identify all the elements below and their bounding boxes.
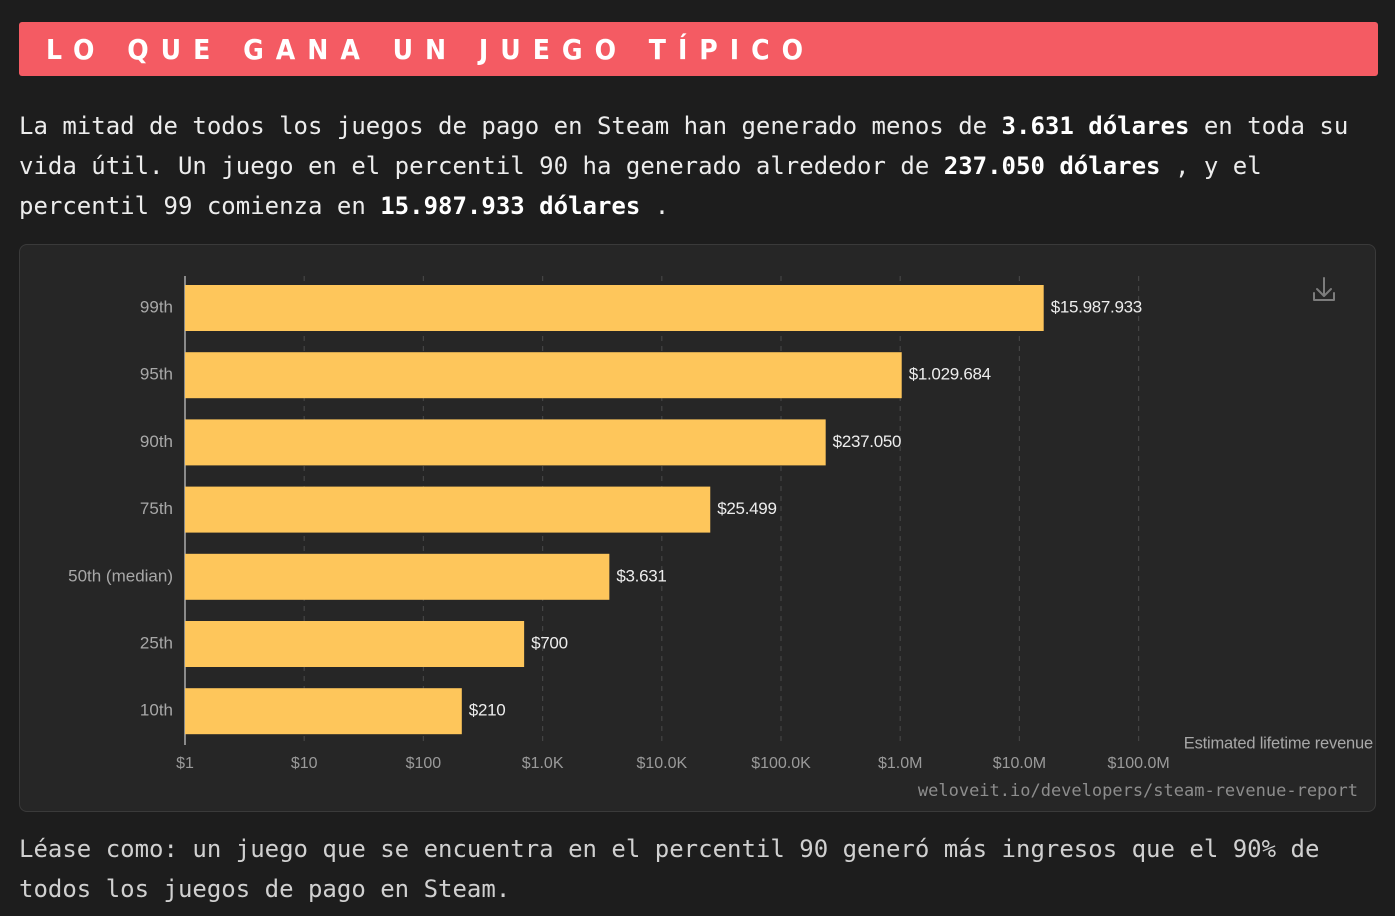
intro-text-4: . bbox=[640, 192, 670, 220]
download-button-hitarea[interactable] bbox=[1310, 274, 1338, 304]
download-icon[interactable] bbox=[1310, 274, 1338, 304]
intro-text-3: , y el percentil 99 comienza en bbox=[19, 152, 1262, 220]
median-revenue-highlight: 3.631 dólares bbox=[1001, 112, 1190, 140]
chart-card bbox=[19, 244, 1376, 812]
p99-revenue-highlight: 15.987.933 dólares bbox=[380, 192, 641, 220]
intro-text-2: en toda su vida útil. Un juego en el per… bbox=[19, 112, 1349, 180]
page-title: LO QUE GANA UN JUEGO TÍPICO bbox=[46, 33, 816, 66]
p90-revenue-highlight: 237.050 dólares bbox=[943, 152, 1161, 180]
title-banner: LO QUE GANA UN JUEGO TÍPICO bbox=[19, 22, 1378, 76]
intro-paragraph: La mitad de todos los juegos de pago en … bbox=[19, 106, 1379, 226]
download-tray bbox=[1313, 292, 1335, 301]
reading-note: Léase como: un juego que se encuentra en… bbox=[19, 835, 1320, 903]
intro-text-1: La mitad de todos los juegos de pago en … bbox=[19, 112, 1002, 140]
download-arrow-head bbox=[1316, 288, 1332, 297]
